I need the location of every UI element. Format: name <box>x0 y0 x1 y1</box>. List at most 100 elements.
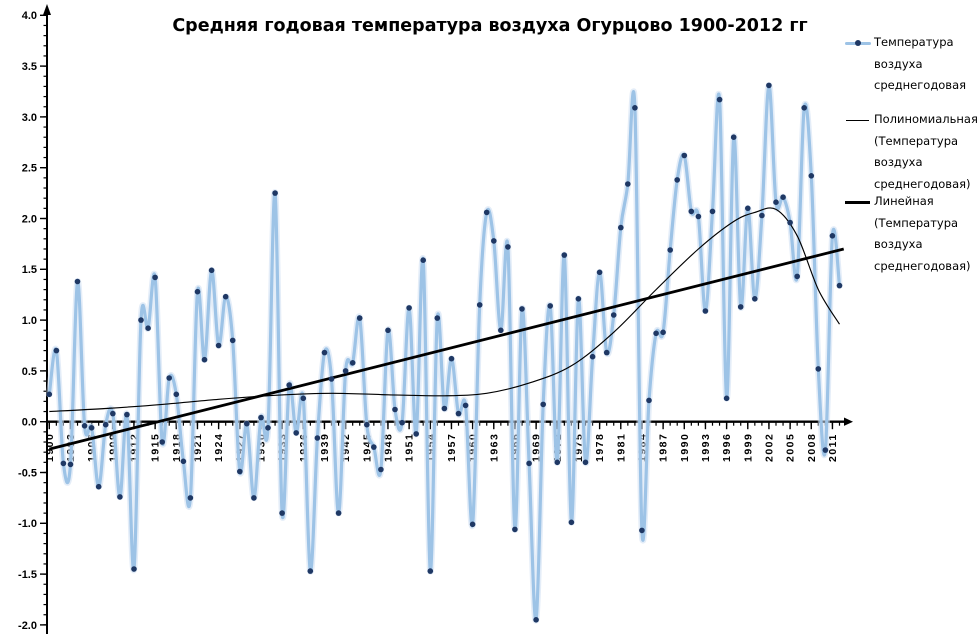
data-point-marker <box>173 391 180 398</box>
data-point-marker <box>681 152 688 159</box>
data-point-marker <box>759 212 765 219</box>
data-point-marker <box>512 526 518 533</box>
data-point-marker <box>251 495 257 501</box>
data-point-marker <box>60 460 67 467</box>
data-point-marker <box>596 269 603 276</box>
legend-label-line: Линейная <box>874 194 934 208</box>
y-tick-label: 2.0 <box>22 213 37 225</box>
data-point-marker <box>321 349 328 356</box>
data-point-marker <box>462 402 469 409</box>
data-point-marker <box>67 461 74 468</box>
data-point-marker <box>117 494 123 500</box>
x-tick-label: 1990 <box>679 433 691 462</box>
data-point-marker <box>533 617 539 623</box>
data-point-marker <box>74 278 81 285</box>
x-tick-label: 1924 <box>213 433 225 462</box>
data-point-marker <box>427 568 434 574</box>
data-point-marker <box>356 315 363 321</box>
x-tick-label: 1978 <box>594 433 606 462</box>
data-point-marker <box>194 288 201 295</box>
data-point-marker <box>653 330 659 337</box>
data-point-marker <box>610 312 617 318</box>
data-point-marker <box>632 105 638 111</box>
data-point-marker <box>293 430 300 436</box>
series-temperature <box>46 82 843 624</box>
data-point-marker <box>660 329 666 336</box>
data-point-marker <box>349 360 356 366</box>
data-point-marker <box>815 366 822 372</box>
y-tick-label: 2.5 <box>22 163 37 175</box>
data-point-marker <box>413 431 420 437</box>
data-point-marker <box>483 209 490 216</box>
y-tick-label: -2.0 <box>18 620 37 632</box>
data-point-marker <box>166 375 172 381</box>
data-point-marker <box>646 397 652 404</box>
data-point-marker <box>526 460 532 467</box>
data-point-marker <box>110 410 116 417</box>
data-point-marker <box>723 395 730 402</box>
data-point-marker <box>81 423 88 429</box>
x-tick-label: 1915 <box>150 433 162 462</box>
data-point-marker <box>667 247 673 253</box>
data-point-marker <box>801 105 807 111</box>
legend: Температура воздуха среднегодовая Полино… <box>845 0 979 640</box>
data-point-marker <box>505 244 511 250</box>
legend-label-line: воздуха <box>874 155 923 169</box>
x-tick-label: 1900 <box>44 433 56 462</box>
y-axis: 4.0 3.5 3.0 2.5 2.0 1.5 1.0 0.5 0.0 -0.5 -1.0 -1.5 -… <box>18 4 51 634</box>
data-point-marker <box>554 459 561 466</box>
data-point-marker <box>808 173 815 179</box>
data-point-marker <box>201 356 208 363</box>
x-tick-label: 1939 <box>319 433 331 462</box>
data-point-marker <box>335 510 342 516</box>
data-point-marker <box>780 194 786 200</box>
data-point-marker <box>476 302 483 308</box>
data-point-marker <box>328 376 335 382</box>
data-point-marker <box>603 349 610 356</box>
data-point-marker <box>124 411 130 418</box>
data-point-marker <box>455 410 462 417</box>
data-point-marker <box>215 342 222 349</box>
linear-line-swatch-icon <box>845 191 871 277</box>
series-line <box>47 83 842 622</box>
data-point-marker <box>773 199 779 205</box>
data-point-marker <box>434 315 441 321</box>
y-axis-arrow-icon <box>43 4 51 15</box>
data-point-marker <box>420 257 427 264</box>
data-point-marker <box>222 293 229 300</box>
data-point-marker <box>547 303 553 309</box>
legend-label-line: Температура <box>874 35 954 49</box>
legend-item-polynomial-trend[interactable]: Полиномиальная (Температура воздуха сред… <box>845 109 978 195</box>
legend-item-temperature-series[interactable]: Температура воздуха среднегодовая <box>845 32 966 97</box>
series-markers <box>46 82 843 623</box>
polynomial-line-swatch-icon <box>845 109 871 195</box>
data-point-marker <box>829 233 836 239</box>
data-point-marker <box>730 134 737 140</box>
data-point-marker <box>300 395 307 402</box>
data-point-marker <box>187 495 194 501</box>
x-axis-arrow-icon <box>844 417 853 426</box>
legend-item-linear-trend[interactable]: Линейная (Температура воздуха среднегодо… <box>845 191 971 277</box>
data-point-marker <box>138 317 144 323</box>
legend-label-polynomial: Полиномиальная (Температура воздуха сред… <box>874 109 978 195</box>
legend-label-line: воздуха <box>874 56 923 71</box>
data-point-marker <box>272 190 278 196</box>
data-point-marker <box>159 439 165 445</box>
data-point-marker <box>314 435 321 441</box>
data-point-marker <box>625 181 631 187</box>
y-tick-label: -1.0 <box>18 518 37 530</box>
data-point-marker <box>441 405 448 412</box>
data-point-marker <box>53 347 60 354</box>
data-point-marker <box>237 468 243 475</box>
x-tick-label: 1987 <box>658 433 670 462</box>
data-point-marker <box>836 282 843 289</box>
data-point-marker <box>399 419 405 426</box>
data-point-marker <box>716 96 723 103</box>
x-tick-label: 1963 <box>488 433 500 462</box>
data-point-marker <box>392 406 398 413</box>
x-tick-label: 1996 <box>721 433 733 462</box>
data-point-marker <box>766 82 772 89</box>
data-point-marker <box>95 483 102 490</box>
x-tick-label: 1981 <box>615 433 627 462</box>
